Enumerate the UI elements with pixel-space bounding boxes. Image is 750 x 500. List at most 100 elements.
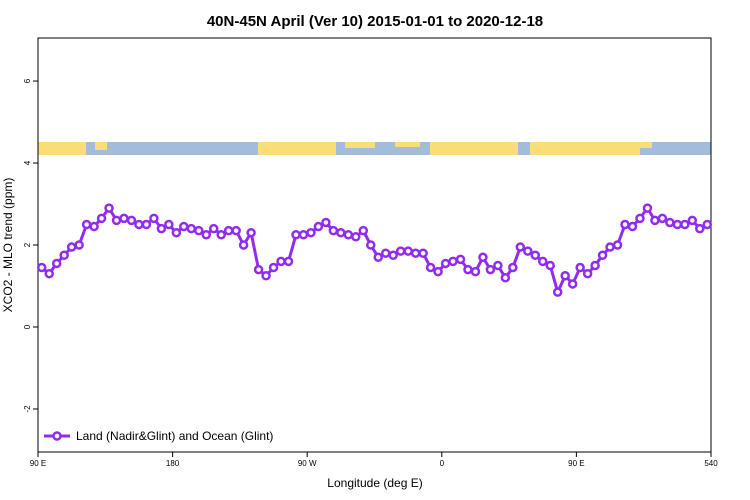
- x-tick-label: 180: [166, 459, 180, 468]
- data-point: [164, 219, 174, 230]
- data-point: [179, 221, 189, 232]
- data-point: [201, 230, 211, 240]
- data-point: [687, 215, 698, 226]
- data-point: [126, 215, 137, 226]
- land-band: [430, 142, 518, 155]
- data-point: [358, 225, 369, 236]
- data-point: [96, 213, 107, 224]
- y-axis-label: XCO2 - MLO trend (ppm): [1, 178, 15, 313]
- data-point: [552, 287, 563, 297]
- data-point: [66, 242, 77, 252]
- land-band: [38, 142, 86, 155]
- data-point: [216, 230, 226, 240]
- data-point: [403, 246, 413, 256]
- data-point: [223, 225, 234, 236]
- data-point: [657, 213, 668, 224]
- data-point: [560, 270, 570, 281]
- data-point: [433, 266, 443, 277]
- data-point: [81, 219, 92, 230]
- y-tick-label: 4: [23, 160, 32, 165]
- data-point: [590, 260, 600, 271]
- data-point: [545, 260, 555, 271]
- data-point: [74, 240, 84, 250]
- land-ocean-band: [38, 142, 711, 155]
- y-tick-label: -2: [23, 405, 32, 413]
- y-tick-label: 2: [23, 242, 32, 247]
- data-point: [605, 242, 615, 252]
- data-point: [44, 268, 54, 279]
- data-point: [523, 246, 533, 256]
- data-point: [336, 227, 346, 238]
- data-point: [650, 215, 660, 226]
- data-point: [478, 252, 488, 263]
- data-point: [538, 256, 548, 267]
- data-point: [328, 225, 339, 236]
- x-tick-label: 90 E: [568, 459, 584, 468]
- data-point: [238, 240, 249, 250]
- data-point: [36, 262, 47, 273]
- data-point: [141, 219, 152, 230]
- data-point: [253, 264, 264, 275]
- data-point: [500, 273, 511, 283]
- data-point: [373, 252, 383, 263]
- x-tick-label: 90 E: [30, 459, 46, 468]
- data-point: [410, 248, 421, 258]
- x-tick-label: 90 W: [298, 459, 317, 468]
- data-point: [485, 264, 496, 275]
- data-point: [530, 250, 541, 260]
- data-point: [635, 213, 645, 224]
- land-band: [258, 142, 336, 155]
- data-point: [306, 227, 316, 238]
- data-point: [672, 219, 683, 230]
- data-point: [149, 213, 159, 224]
- legend-label: Land (Nadir&Glint) and Ocean (Glint): [76, 429, 273, 443]
- land-band: [395, 142, 420, 147]
- data-point: [231, 225, 241, 236]
- data-point: [194, 225, 204, 236]
- data-point: [665, 217, 675, 228]
- data-point: [680, 219, 690, 230]
- data-point: [440, 258, 451, 269]
- data-point: [111, 215, 122, 226]
- data-point: [463, 264, 473, 275]
- data-point: [612, 240, 623, 250]
- data-point: [261, 270, 271, 281]
- data-point: [597, 250, 608, 260]
- data-point: [493, 260, 503, 271]
- data-point: [119, 213, 129, 224]
- data-point: [395, 246, 406, 256]
- legend-marker: [52, 431, 62, 441]
- data-point: [276, 256, 286, 267]
- y-tick-label: 6: [23, 78, 32, 83]
- data-point: [380, 248, 391, 258]
- data-point: [313, 221, 324, 232]
- data-point: [575, 262, 585, 273]
- data-point: [627, 221, 638, 232]
- x-axis-label: Longitude (deg E): [327, 476, 422, 490]
- data-point: [59, 250, 69, 260]
- data-point: [620, 219, 630, 230]
- data-point: [156, 223, 167, 234]
- data-point: [104, 203, 114, 213]
- data-point: [298, 230, 309, 240]
- data-point: [351, 232, 361, 242]
- data-point: [448, 256, 458, 267]
- data-point: [291, 230, 301, 240]
- data-point: [695, 223, 705, 234]
- data-point: [470, 266, 481, 277]
- data-point: [321, 217, 331, 228]
- land-band: [95, 142, 107, 150]
- data-point: [186, 223, 197, 234]
- land-band: [345, 142, 375, 148]
- land-band: [640, 142, 652, 148]
- x-tick-label: 540: [704, 459, 718, 468]
- data-point: [246, 227, 256, 238]
- data-point: [425, 262, 436, 273]
- x-tick-label: 0: [440, 459, 445, 468]
- data-point: [171, 227, 182, 238]
- data-point: [208, 223, 219, 234]
- land-band: [530, 142, 640, 155]
- data-point: [366, 240, 376, 250]
- data-point: [418, 248, 428, 258]
